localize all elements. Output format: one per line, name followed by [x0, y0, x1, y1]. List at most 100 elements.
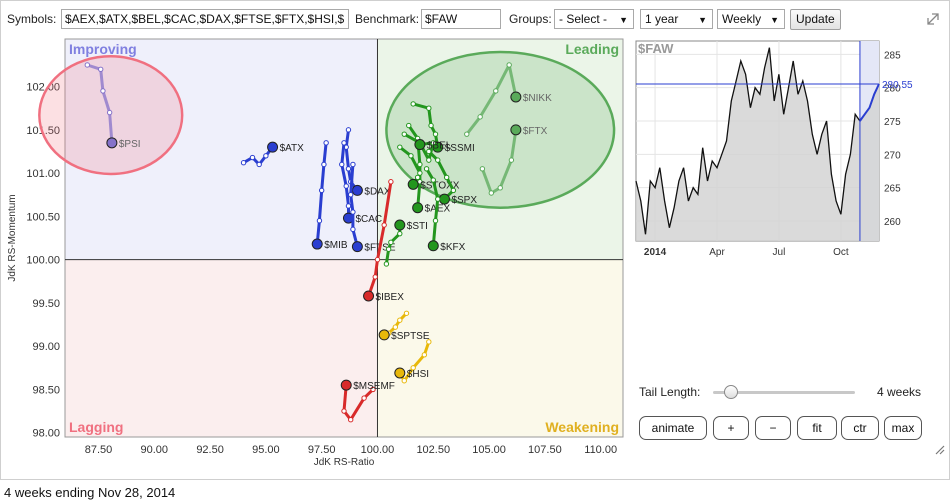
x-tick-label: 97.50 [308, 444, 336, 456]
tail-point-stoxx [417, 170, 423, 176]
groups-select-value: - Select - [559, 12, 608, 26]
series-label-atx: $ATX [280, 143, 305, 154]
tail-point-ssmi [426, 105, 432, 111]
tail-length-slider[interactable] [713, 385, 855, 399]
x-tick-label: 110.00 [584, 444, 617, 456]
tail-point-ibex [372, 274, 378, 280]
series-label-cac: $CAC [355, 214, 382, 225]
tail-point-atx [263, 153, 269, 159]
zoom-in-button[interactable]: + [713, 416, 749, 440]
tail-point-dax [345, 127, 352, 133]
benchmark-title: $FAW [638, 41, 674, 56]
benchmark-y-tick: 260 [884, 217, 901, 228]
toolbar: Symbols: $AEX,$ATX,$BEL,$CAC,$DAX,$FTSE,… [1, 7, 950, 31]
tail-point-mib [316, 217, 323, 224]
center-button[interactable]: ctr [841, 416, 879, 440]
x-tick-label: 95.00 [252, 444, 280, 456]
fit-button[interactable]: fit [797, 416, 837, 440]
benchmark-last-value: 280.55 [882, 80, 913, 91]
tail-point-dax [345, 166, 352, 172]
head-marker-ibex [363, 290, 375, 302]
max-button[interactable]: max [884, 416, 922, 440]
tail-point-mib [323, 140, 329, 146]
head-marker-stoxx [407, 178, 419, 190]
tail-point-ftse [350, 226, 356, 233]
tail-point-ftse [350, 161, 356, 168]
tail-point-psi [98, 66, 104, 72]
head-marker-mib [311, 238, 323, 250]
x-axis-label: JdK RS-Ratio [314, 457, 375, 468]
tail-length-label: Tail Length: [639, 385, 701, 399]
symbols-label: Symbols: [7, 12, 57, 26]
zoom-out-button[interactable]: − [755, 416, 791, 440]
head-marker-sptse [378, 329, 390, 341]
y-axis-label: JdK RS-Momentum [7, 194, 18, 281]
update-button[interactable]: Update [790, 9, 841, 30]
groups-select[interactable]: - Select - ▼ [554, 9, 634, 29]
tail-point-spx [450, 187, 457, 194]
frequency-select-value: Weekly [722, 12, 762, 26]
resize-grip-icon[interactable] [933, 443, 945, 455]
benchmark-x-tick: Oct [833, 247, 849, 258]
quadrant-label-improving: Improving [69, 41, 137, 57]
frequency-select[interactable]: Weekly ▼ [717, 9, 785, 29]
tail-point-ftse [347, 192, 354, 198]
tail-point-nikk [493, 88, 499, 94]
benchmark-x-tick: Apr [709, 247, 725, 258]
chevron-down-icon: ▼ [619, 15, 628, 25]
y-tick-label: 101.50 [26, 125, 60, 137]
x-tick-label: 92.50 [196, 444, 224, 456]
tail-point-cac [341, 140, 347, 146]
y-tick-label: 100.50 [26, 211, 60, 223]
tail-length-control: Tail Length: 4 weeks [639, 384, 929, 400]
benchmark-x-tick: Jul [773, 247, 786, 258]
head-marker-atx [267, 141, 279, 153]
tail-point-hsi [421, 352, 428, 358]
y-tick-label: 98.00 [32, 428, 60, 440]
tail-point-hsi [401, 378, 407, 384]
series-label-psi: $PSI [119, 139, 141, 150]
head-marker-dax [351, 184, 363, 196]
tail-point-ftx [479, 166, 486, 172]
tail-point-atx [249, 154, 256, 161]
tail-point-aex [417, 161, 423, 168]
animate-button[interactable]: animate [639, 416, 707, 440]
tail-point-nikk [464, 131, 470, 137]
head-marker-sti [394, 219, 406, 231]
benchmark-y-tick: 270 [884, 150, 901, 161]
tail-point-ibex [381, 222, 387, 228]
tail-point-stoxx [414, 174, 421, 181]
tail-length-value: 4 weeks [876, 385, 921, 399]
x-tick-label: 105.00 [472, 444, 506, 456]
quadrant-label-weakening: Weakening [545, 419, 619, 435]
tail-point-cac [345, 203, 352, 209]
quadrant-label-leading: Leading [565, 41, 619, 57]
groups-label: Groups: [509, 12, 552, 26]
expand-icon[interactable] [927, 13, 939, 25]
symbols-input[interactable]: $AEX,$ATX,$BEL,$CAC,$DAX,$FTSE,$FTX,$HSI… [61, 9, 349, 29]
benchmark-y-tick: 265 [884, 184, 901, 195]
x-tick-label: 107.50 [528, 444, 562, 456]
tail-point-stoxx [408, 153, 414, 159]
weakening-quadrant [377, 259, 623, 437]
slider-handle[interactable] [723, 385, 738, 399]
tail-point-cac [339, 161, 345, 168]
tail-point-sti [388, 239, 394, 246]
series-label-nikk: $NIKK [523, 93, 552, 104]
benchmark-y-tick: 285 [884, 50, 901, 61]
tail-point-bel [401, 131, 407, 137]
tail-point-sti [385, 246, 392, 252]
series-label-hsi: $HSI [407, 369, 429, 380]
benchmark-area [636, 47, 879, 242]
footer-caption: 4 weeks ending Nov 28, 2014 [4, 485, 176, 500]
rrg-chart[interactable]: Improving Leading Lagging Weakening 87.50 90.… [1, 31, 631, 479]
benchmark-input[interactable]: $FAW [421, 9, 501, 29]
period-select[interactable]: 1 year ▼ [640, 9, 713, 29]
y-tick-label: 98.50 [32, 384, 60, 396]
tail-point-ftx [508, 157, 515, 163]
tail-point-ibex [388, 179, 394, 185]
tail-point-msemf [347, 416, 354, 423]
plot-border [64, 38, 624, 438]
tail-point-atx [256, 161, 262, 168]
chevron-down-icon: ▼ [698, 15, 707, 25]
